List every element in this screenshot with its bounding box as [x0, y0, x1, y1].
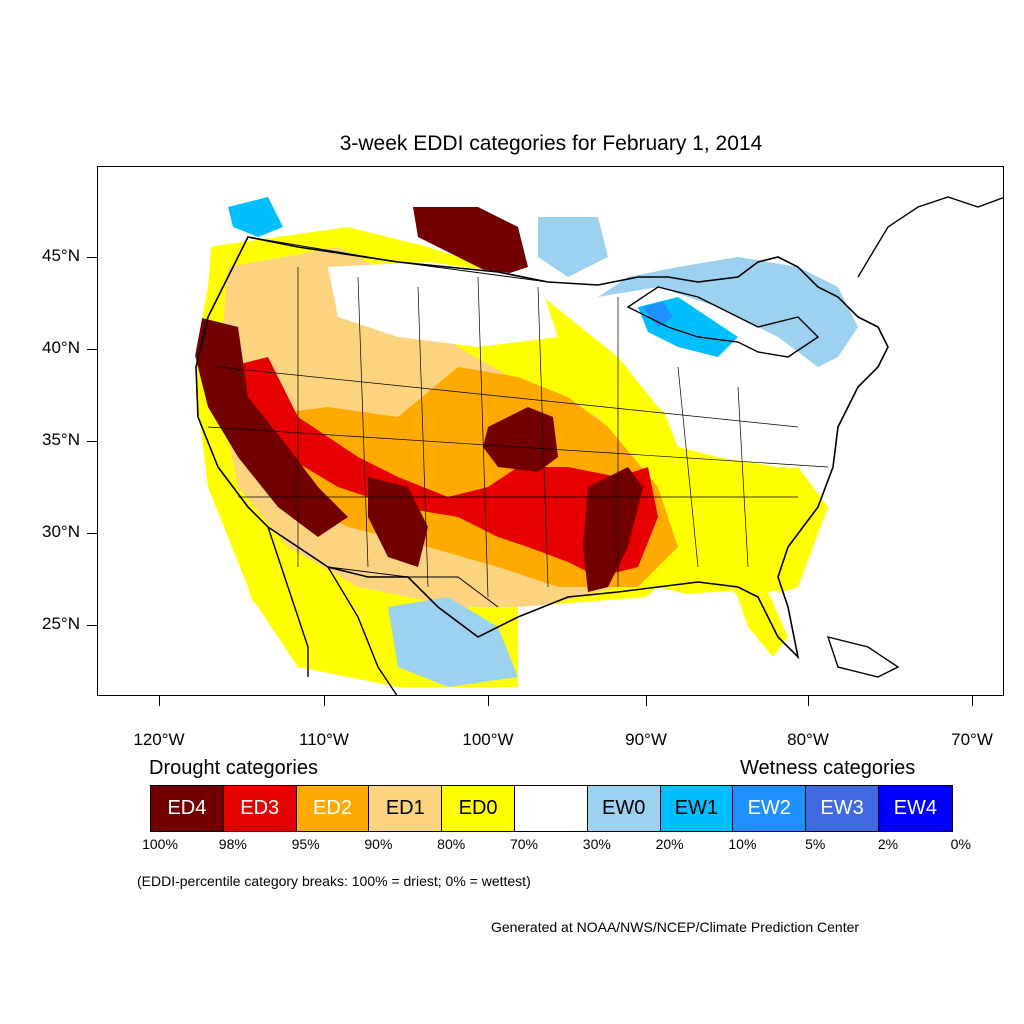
lat-label-40: 40°N: [42, 338, 80, 357]
legend-colorbar: ED4 ED3 ED2 ED1 ED0 EW0 EW1 EW2 EW3 EW4: [150, 785, 953, 832]
lon-tick-70: [972, 696, 973, 706]
normal-field-northplains: [328, 262, 558, 347]
lon-label-90: 90°W: [625, 730, 667, 749]
pacific-ocean: [98, 167, 296, 695]
lon-label-120: 120°W: [133, 730, 185, 749]
lat-label-30: 30°N: [42, 522, 80, 541]
lat-label-45: 45°N: [42, 246, 80, 265]
lon-label-70: 70°W: [951, 730, 993, 749]
ed4-field-kansas: [483, 407, 558, 472]
percentile-label: 80%: [437, 836, 466, 852]
lat-tick-30: [87, 533, 97, 534]
percentile-label: 100%: [142, 836, 178, 852]
percentile-label: 0%: [950, 836, 971, 852]
eddi-map: [98, 167, 1003, 695]
percentile-label: 5%: [805, 836, 826, 852]
lat-tick-45: [87, 257, 97, 258]
mexico-coast: [267, 526, 398, 695]
percentile-label: 98%: [218, 836, 247, 852]
ed4-field-newmexico: [368, 477, 428, 567]
boundaries: [195, 196, 1003, 695]
lon-label-80: 80°W: [787, 730, 829, 749]
lon-tick-90: [646, 696, 647, 706]
great-lakes: [626, 286, 820, 358]
ed4-field-delta: [583, 467, 643, 592]
canada-coast: [857, 196, 1003, 278]
lon-tick-100: [488, 696, 489, 706]
ew1-field-northwest: [228, 197, 283, 237]
wetness-heading: Wetness categories: [740, 757, 916, 779]
lon-label-110: 110°W: [299, 730, 349, 749]
percentile-label: 70%: [509, 836, 539, 852]
lat-tick-35: [87, 441, 97, 442]
ed3-field-florida: [738, 592, 788, 657]
legend-box-normal: [514, 786, 588, 831]
percentile-label: 2%: [877, 836, 899, 852]
ew2-field-michigan: [643, 302, 673, 327]
percentile-label: 30%: [582, 836, 611, 852]
ew0-field-mexico: [388, 597, 518, 687]
legend-box-ew1: EW1: [660, 786, 734, 831]
ed4-field-montana: [413, 207, 528, 277]
credit-line: Generated at NOAA/NWS/NCEP/Climate Predi…: [491, 919, 860, 935]
lon-tick-80: [808, 696, 809, 706]
category-fields: [98, 167, 1003, 695]
percentile-label: 90%: [364, 836, 393, 852]
lat-label-35: 35°N: [42, 430, 80, 449]
cuba-coast: [826, 636, 900, 678]
legend-box-ew2: EW2: [733, 786, 807, 831]
legend-box-ed2: ED2: [296, 786, 370, 831]
atlantic-ocean: [778, 317, 1003, 695]
lat-tick-40: [87, 349, 97, 350]
lat-label-25: 25°N: [42, 614, 80, 633]
lat-tick-25: [87, 625, 97, 626]
legend-box-ed0: ED0: [442, 786, 515, 831]
normal-field-east: [658, 387, 828, 467]
legend-box-ed3: ED3: [223, 786, 297, 831]
percentile-label: 95%: [291, 836, 320, 852]
category-note: (EDDI-percentile category breaks: 100% =…: [137, 873, 531, 889]
ed3-field: [228, 357, 658, 577]
legend-box-ew3: EW3: [806, 786, 879, 831]
southeast-ed0: [688, 467, 828, 597]
lon-tick-120: [159, 696, 160, 706]
mexico-border: [327, 566, 499, 608]
canada-border: [247, 236, 549, 283]
gulf-of-mexico: [518, 587, 788, 695]
ew0-field-canada: [538, 217, 608, 277]
drought-heading: Drought categories: [149, 757, 318, 779]
map-frame: [97, 166, 1004, 696]
percentile-label: 10%: [728, 836, 757, 852]
legend-box-ed4: ED4: [151, 786, 224, 831]
lon-label-100: 100°W: [462, 730, 514, 749]
ed4-field-west: [193, 317, 348, 537]
state-lines: [207, 267, 829, 598]
legend-box-ew4: EW4: [878, 786, 952, 831]
percentile-label: 20%: [655, 836, 684, 852]
lon-tick-110: [324, 696, 325, 706]
legend-box-ed1: ED1: [369, 786, 443, 831]
map-title: 3-week EDDI categories for February 1, 2…: [339, 132, 763, 155]
legend-box-ew0: EW0: [587, 786, 661, 831]
